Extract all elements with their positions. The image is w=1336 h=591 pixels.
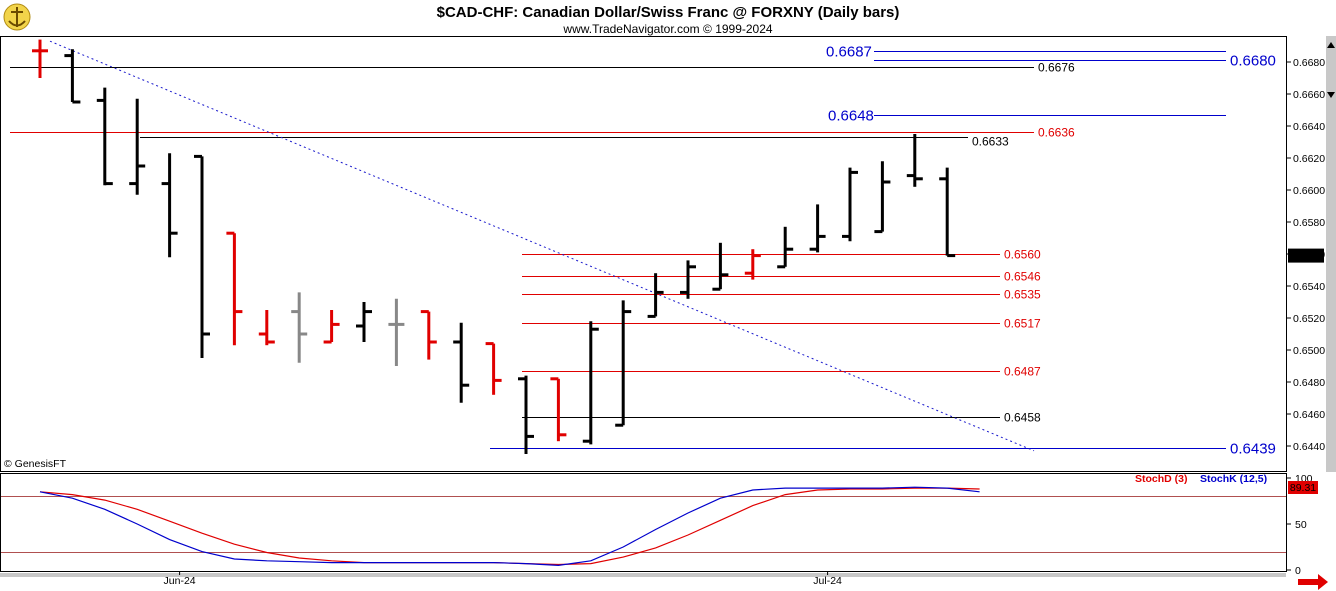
price-tick-label-11: 0.6460 — [1293, 409, 1325, 421]
stoch-last-value: 89.31 — [1290, 482, 1316, 494]
level-label-0.6439: 0.6439 — [1230, 441, 1276, 458]
last-price-label: 0.6559 — [1290, 251, 1322, 263]
legend-stochd: StochD (3) — [1135, 473, 1188, 485]
level-label-0.6636: 0.6636 — [1038, 126, 1075, 140]
stoch-last-value-marker: 89.31 — [1288, 481, 1318, 494]
level-label-0.6517: 0.6517 — [1004, 317, 1041, 331]
last-price-marker: 0.6559 — [1288, 248, 1324, 263]
ohlc-bar-28 — [939, 167, 956, 258]
stoch-tick-label-1: 50 — [1295, 519, 1307, 531]
ohlc-bar-27 — [906, 134, 923, 187]
ohlc-bar-0 — [32, 39, 48, 78]
scroll-up-icon[interactable] — [1327, 42, 1335, 48]
ohlc-bar-11 — [388, 298, 405, 366]
x-axis: Jun-24 Jul-24 — [164, 571, 842, 587]
vertical-scrollbar[interactable] — [1326, 36, 1336, 472]
price-tick-label-8: 0.6520 — [1293, 313, 1325, 325]
ohlc-bar-23 — [777, 226, 794, 269]
chart-title: $CAD-CHF: Canadian Dollar/Swiss Franc @ … — [437, 4, 900, 21]
stoch-line-1 — [39, 486, 980, 567]
price-tick-label-10: 0.6480 — [1293, 377, 1325, 389]
stoch-series — [39, 486, 980, 567]
ohlc-bar-14 — [485, 342, 502, 395]
x-tick-label-0: Jun-24 — [164, 575, 196, 587]
ohlc-bar-20 — [680, 260, 696, 299]
ohlc-bar-8 — [291, 292, 308, 363]
stoch-reference-lines — [1, 496, 1286, 553]
x-tick-label-1: Jul-24 — [813, 575, 842, 587]
level-label-0.6458: 0.6458 — [1004, 411, 1041, 425]
price-tick-label-9: 0.6500 — [1293, 345, 1325, 357]
level-label-0.6676: 0.6676 — [1038, 61, 1075, 75]
anchor-logo-icon — [3, 3, 31, 31]
ohlc-bar-12 — [420, 310, 437, 360]
ohlc-bar-4 — [161, 153, 178, 258]
horizontal-scrollbar[interactable] — [0, 573, 1286, 577]
level-label-0.6535: 0.6535 — [1004, 288, 1041, 302]
legend-stochk: StochK (12,5) — [1200, 473, 1267, 485]
ohlc-bar-13 — [453, 322, 470, 403]
level-label-0.6560: 0.6560 — [1004, 248, 1041, 262]
ohlc-bar-26 — [874, 161, 891, 234]
ohlc-bar-2 — [96, 87, 113, 186]
price-tick-label-3: 0.6620 — [1293, 153, 1325, 165]
ohlc-bar-15 — [518, 375, 534, 454]
ohlc-bar-24 — [809, 204, 826, 253]
ohlc-bar-18 — [615, 300, 632, 427]
ohlc-bar-9 — [323, 310, 340, 344]
level-label-0.6680: 0.6680 — [1230, 53, 1276, 70]
price-tick-label-2: 0.6640 — [1293, 121, 1325, 133]
price-tick-label-0: 0.6680 — [1293, 57, 1325, 69]
copyright-label: © GenesisFT — [4, 458, 67, 470]
scroll-down-icon[interactable] — [1327, 92, 1335, 98]
ohlc-bar-21 — [712, 242, 729, 291]
level-label-0.6648: 0.6648 — [828, 108, 874, 125]
ohlc-bar-25 — [842, 167, 858, 242]
price-tick-label-5: 0.6580 — [1293, 217, 1325, 229]
level-label-0.6687: 0.6687 — [826, 44, 872, 61]
ohlc-bar-5 — [194, 154, 210, 358]
level-label-0.6633: 0.6633 — [972, 135, 1009, 149]
ohlc-bar-17 — [582, 321, 599, 445]
ohlc-bar-6 — [226, 231, 243, 346]
stoch-panel — [0, 473, 1287, 572]
chart-subtitle: www.TradeNavigator.com © 1999-2024 — [562, 22, 772, 36]
price-tick-label-1: 0.6660 — [1293, 89, 1325, 101]
stoch-tick-label-2: 0 — [1295, 565, 1301, 577]
ohlc-bar-10 — [356, 302, 372, 342]
scroll-right-arrow-icon[interactable] — [1298, 574, 1328, 590]
price-tick-label-4: 0.6600 — [1293, 185, 1325, 197]
ohlc-bars — [32, 39, 956, 454]
price-tick-label-7: 0.6540 — [1293, 281, 1325, 293]
level-label-0.6546: 0.6546 — [1004, 270, 1041, 284]
ohlc-bar-16 — [550, 377, 567, 442]
ohlc-bar-19 — [647, 273, 664, 318]
ohlc-bar-3 — [129, 98, 146, 195]
ohlc-bar-22 — [744, 249, 761, 280]
price-tick-label-12: 0.6440 — [1293, 441, 1325, 453]
ohlc-bar-7 — [258, 310, 275, 346]
stoch-legend: StochD (3) StochK (12,5) — [1135, 473, 1267, 485]
ohlc-bar-1 — [64, 49, 81, 104]
level-label-0.6487: 0.6487 — [1004, 365, 1041, 379]
support-resistance-levels: 0.6687 0.6680 0.6676 0.6648 0.6636 0.6633 0.65… — [10, 44, 1276, 458]
